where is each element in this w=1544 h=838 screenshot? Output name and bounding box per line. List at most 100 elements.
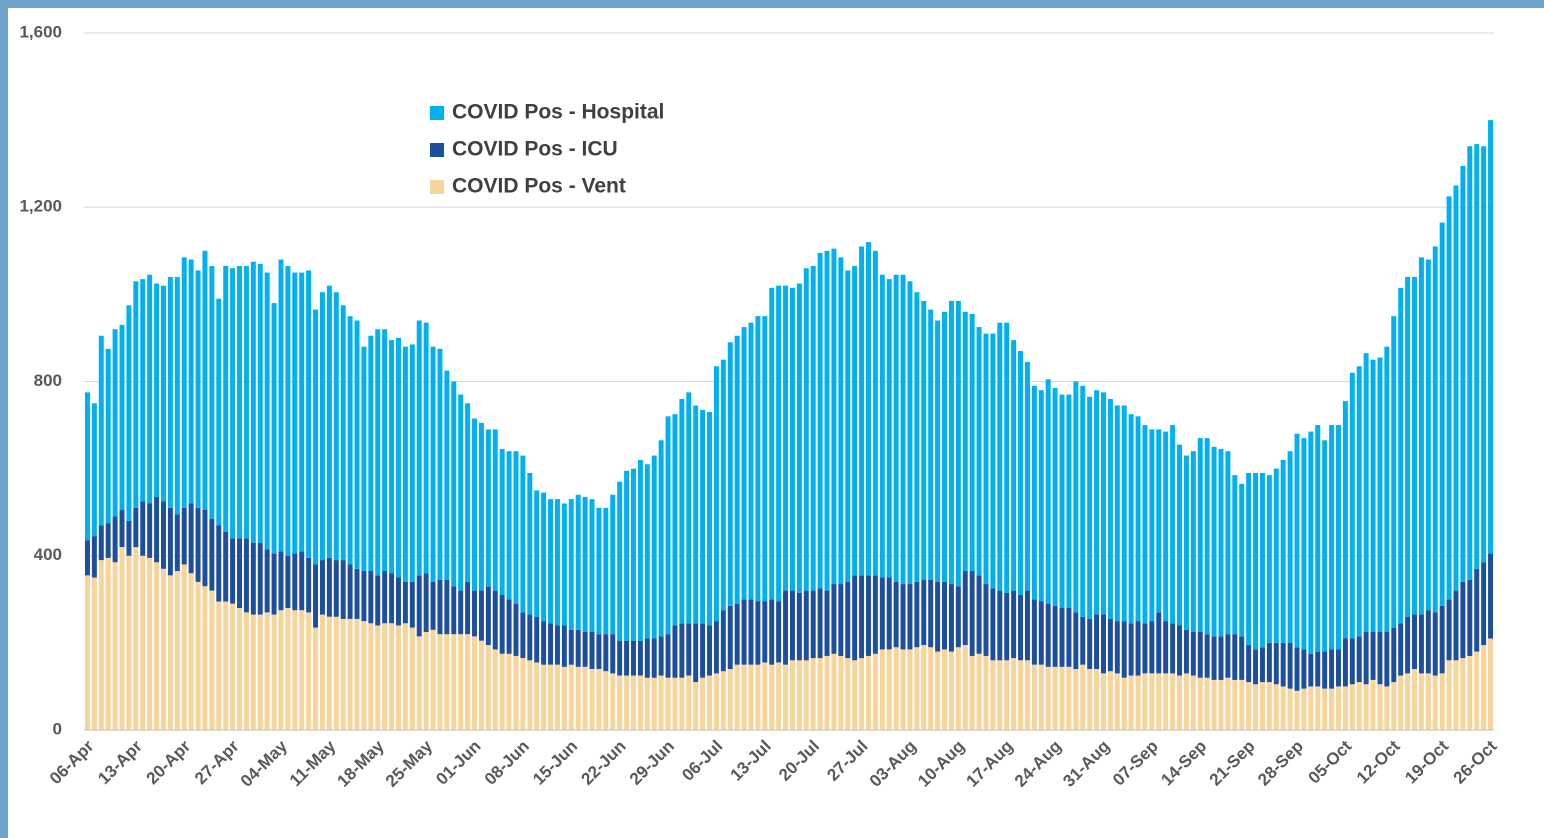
bar-segment [1225,634,1231,678]
bar-segment [783,285,789,591]
bar-segment [942,581,948,650]
bar-segment [243,538,249,613]
bar-segment [755,316,761,602]
bar-segment [154,562,160,730]
bar-segment [1349,684,1355,730]
bar-segment [527,614,533,661]
bar-segment [534,490,540,617]
bar-segment [948,584,954,652]
bar-segment [1266,475,1272,643]
bar-segment [907,281,913,585]
bar-segment [1018,660,1024,730]
bar-segment [713,366,719,622]
bar-segment [1211,446,1217,637]
bar-segment [209,266,215,519]
bar-segment [1011,658,1017,730]
bar-segment [630,468,636,641]
bar-segment [84,392,90,541]
bar-segment [340,618,346,730]
bar-segment [1259,682,1265,730]
bar-segment [1398,675,1404,730]
bar-segment [1280,686,1286,730]
bar-segment [1453,185,1459,591]
bar-segment [209,518,215,591]
bar-segment [416,320,422,576]
bar-segment [520,455,526,613]
bar-segment [444,579,450,635]
bar-segment [319,560,325,615]
legend-swatch [430,143,444,157]
bar-segment [879,649,885,730]
bar-segment [1425,259,1431,611]
bar-segment [361,570,367,622]
bar-segment [382,623,388,730]
bar-segment [1253,684,1259,730]
bar-segment [264,549,270,613]
bar-segment [1204,634,1210,678]
bar-segment [1253,649,1259,685]
bar-segment [672,414,678,626]
bar-segment [1170,673,1176,730]
bar-segment [720,671,726,730]
bar-segment [1190,451,1196,632]
bar-segment [852,575,858,661]
bar-segment [1239,483,1245,637]
bar-segment [665,416,671,635]
bar-segment [430,629,436,730]
bar-segment [1287,642,1293,689]
bar-segment [313,309,319,565]
bar-segment [1128,675,1134,730]
bar-segment [603,507,609,635]
bar-segment [803,660,809,730]
bar-segment [147,557,153,730]
bar-segment [1398,623,1404,676]
bar-segment [976,575,982,654]
bar-segment [1384,346,1390,632]
bar-segment [700,677,706,730]
bar-segment [568,629,574,665]
bar-segment [561,503,567,626]
bar-segment [789,660,795,730]
bar-segment [1273,684,1279,730]
bar-segment [707,625,713,676]
bar-segment [810,266,816,591]
bar-segment [264,612,270,730]
bar-segment [181,507,187,565]
bar-segment [299,272,305,552]
bar-segment [333,560,339,617]
bar-segment [416,575,422,637]
bar-segment [1405,276,1411,617]
bar-segment [140,501,146,556]
bar-segment [1446,660,1452,730]
bar-segment [451,381,457,587]
bar-segment [1004,660,1010,730]
bar-segment [852,266,858,576]
bar-segment [1412,669,1418,730]
bar-segment [1149,621,1155,674]
bar-segment [243,612,249,730]
bar-segment [1038,390,1044,602]
bar-segment [1018,594,1024,661]
bar-segment [1329,688,1335,730]
bar-segment [520,658,526,730]
bar-segment [776,662,782,730]
bar-segment [541,621,547,665]
bar-segment [1038,664,1044,730]
bar-segment [1094,614,1100,670]
bar-segment [1135,416,1141,622]
bar-segment [326,616,332,730]
bar-segment [575,629,581,667]
bar-segment [541,492,547,622]
bar-segment [990,333,996,589]
bar-segment [1294,647,1300,691]
bar-segment [1370,679,1376,730]
bar-segment [679,398,685,624]
bar-segment [1059,608,1065,667]
bar-segment [630,640,636,676]
bar-segment [1142,623,1148,674]
bar-segment [292,610,298,730]
bar-segment [859,575,865,659]
bar-segment [554,625,560,665]
bar-segment [1149,673,1155,730]
bar-segment [879,577,885,650]
